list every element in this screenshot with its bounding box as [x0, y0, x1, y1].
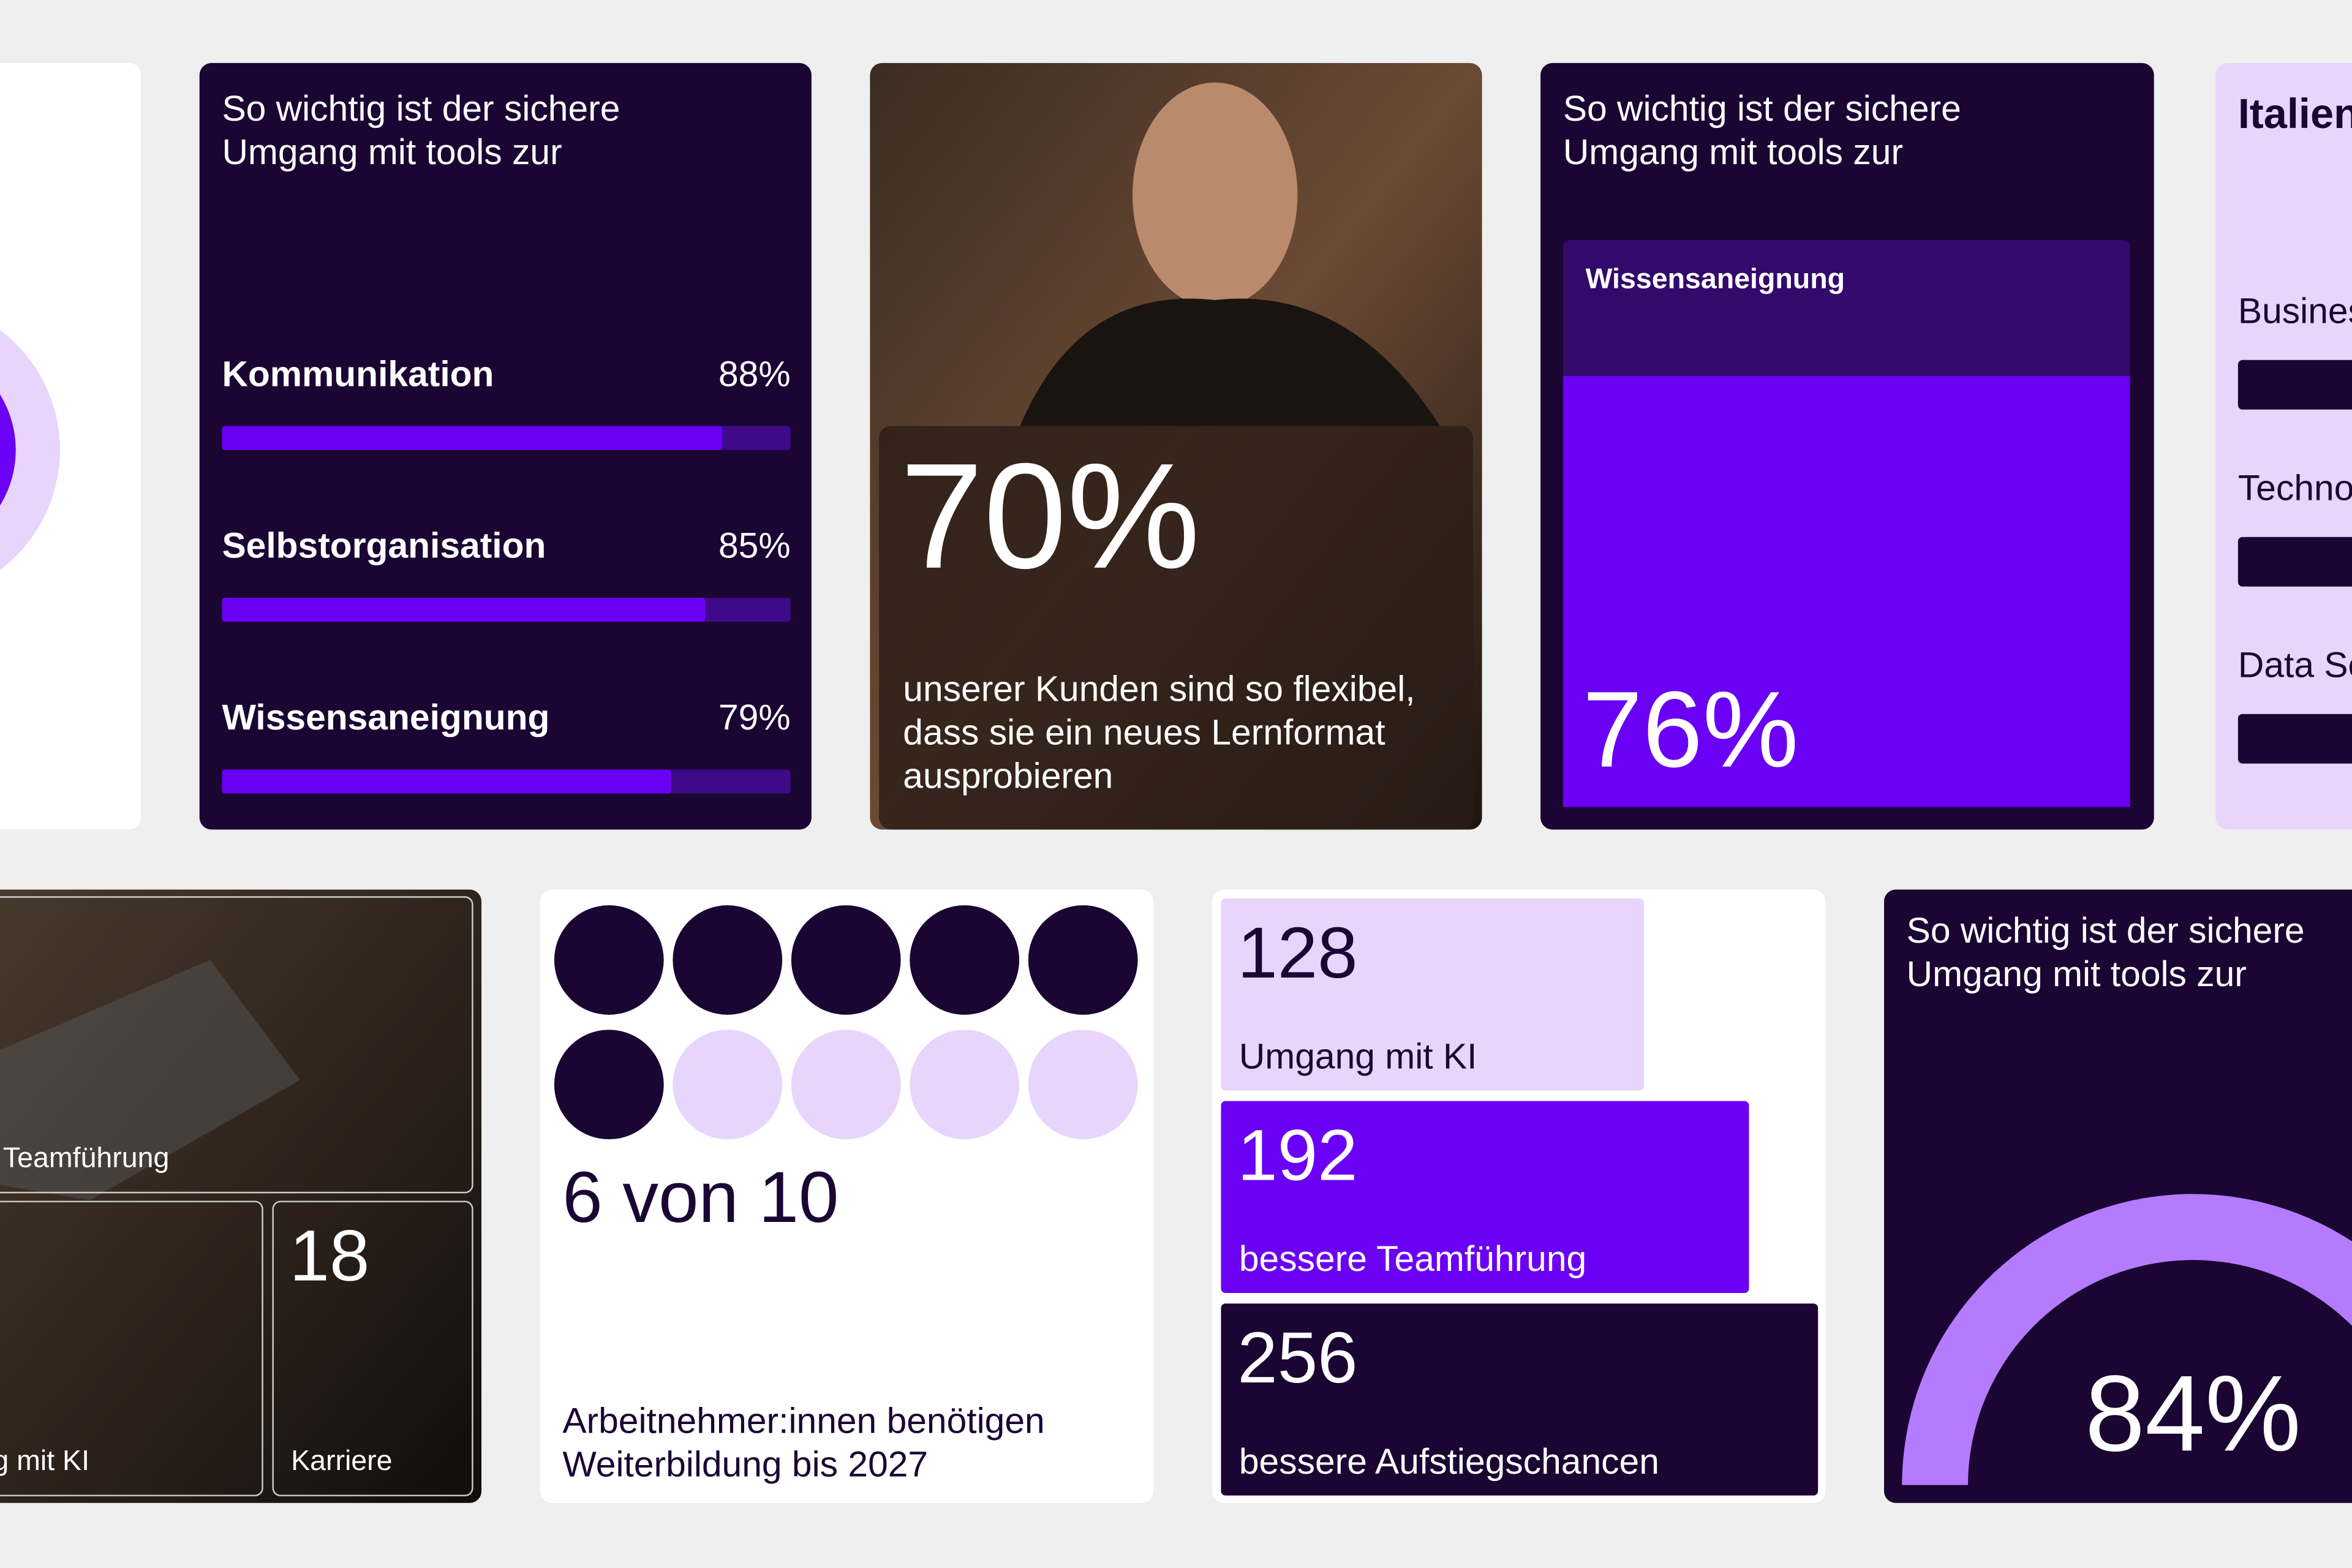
dot: [910, 905, 1020, 1015]
stack-label: bessere Aufstiegschancen: [1239, 1442, 1659, 1482]
block-fill: [1562, 376, 2130, 807]
tile-card: Teamführung Umgang mit KI Karriere 18: [0, 889, 482, 1503]
title: Umgang mit tools zur: [222, 132, 562, 172]
caption: unserer Kunden sind so flexibel,: [903, 669, 1415, 709]
caption: ausprobieren: [903, 756, 1113, 796]
side-label: Technology: [2238, 468, 2352, 508]
title: Umgang mit tools zur: [1563, 132, 1903, 172]
bar: [222, 426, 723, 450]
dot: [673, 905, 783, 1015]
skill-value: 79%: [718, 698, 791, 737]
dot: [554, 905, 664, 1015]
stack-label: bessere Teamführung: [1239, 1239, 1586, 1279]
gauge-card: So wichtig ist der sichere Umgang mit to…: [1883, 889, 2352, 1503]
block-value: 76%: [1583, 669, 1799, 790]
skills-card: So wichtig ist der sichere Umgang mit to…: [199, 62, 812, 830]
dots-card: 6 von 10 Arbeitnehmer:innen benötigen We…: [540, 889, 1154, 1503]
caption: dass sie ein neues Lernformat: [903, 713, 1385, 753]
side-label: Data Science: [2238, 645, 2352, 685]
stack-number: 128: [1237, 913, 1357, 993]
stack-row: [1221, 1101, 1749, 1294]
dot: [673, 1030, 783, 1140]
bar: [222, 597, 706, 622]
title: Italien: [2238, 90, 2352, 137]
dot: [791, 1030, 901, 1140]
side-label: Business: [2238, 291, 2352, 331]
block-card: So wichtig ist der sichere Umgang mit to…: [1540, 62, 2154, 830]
skill-label: Wissensaneignung: [222, 698, 549, 737]
stack-row: [1221, 898, 1645, 1091]
photo-figure: [1132, 82, 1298, 308]
headline: 6 von 10: [562, 1157, 839, 1237]
big-number: 70%: [900, 432, 1200, 600]
ring-card: [0, 62, 141, 830]
side-card: Italien Business Technology Data Science: [2215, 62, 2352, 830]
skill-value: 88%: [718, 354, 791, 394]
stack-label: Umgang mit KI: [1239, 1037, 1477, 1077]
dot: [1028, 1030, 1138, 1140]
skill-label: Selbstorganisation: [222, 526, 546, 566]
dot: [910, 1030, 1020, 1140]
tile-label: Teamführung: [3, 1141, 170, 1173]
skill-value: 85%: [718, 526, 791, 566]
side-bar: [2237, 537, 2352, 587]
dot: [554, 1030, 664, 1140]
photo-card: 70% unserer Kunden sind so flexibel, das…: [870, 62, 1482, 830]
tile-label: Umgang mit KI: [0, 1444, 89, 1476]
caption: Weiterbildung bis 2027: [562, 1445, 928, 1485]
skill-label: Kommunikation: [222, 354, 494, 394]
side-bar: [2237, 714, 2352, 764]
tile-number: 18: [290, 1216, 370, 1296]
block-label: Wissensaneignung: [1586, 262, 1845, 294]
stack-card: 128 Umgang mit KI 192 bessere Teamführung 25…: [1212, 889, 1826, 1503]
gauge-value: 84%: [2085, 1353, 2301, 1474]
tile-label: Karriere: [291, 1444, 392, 1476]
stack-number: 256: [1237, 1317, 1357, 1398]
title: So wichtig ist der sichere: [1907, 911, 2305, 951]
bar: [222, 769, 671, 794]
dot: [1028, 905, 1138, 1015]
stack-number: 192: [1237, 1115, 1357, 1196]
side-bar: [2237, 360, 2352, 410]
dot: [791, 905, 901, 1015]
gauge-arc: [1902, 1194, 2352, 1485]
caption: Arbeitnehmer:innen benötigen: [562, 1401, 1044, 1441]
stack-row: [1221, 1303, 1819, 1496]
title: So wichtig ist der sichere: [222, 89, 620, 129]
title: So wichtig ist der sichere: [1563, 89, 1961, 129]
title: Umgang mit tools zur: [1907, 954, 2247, 994]
